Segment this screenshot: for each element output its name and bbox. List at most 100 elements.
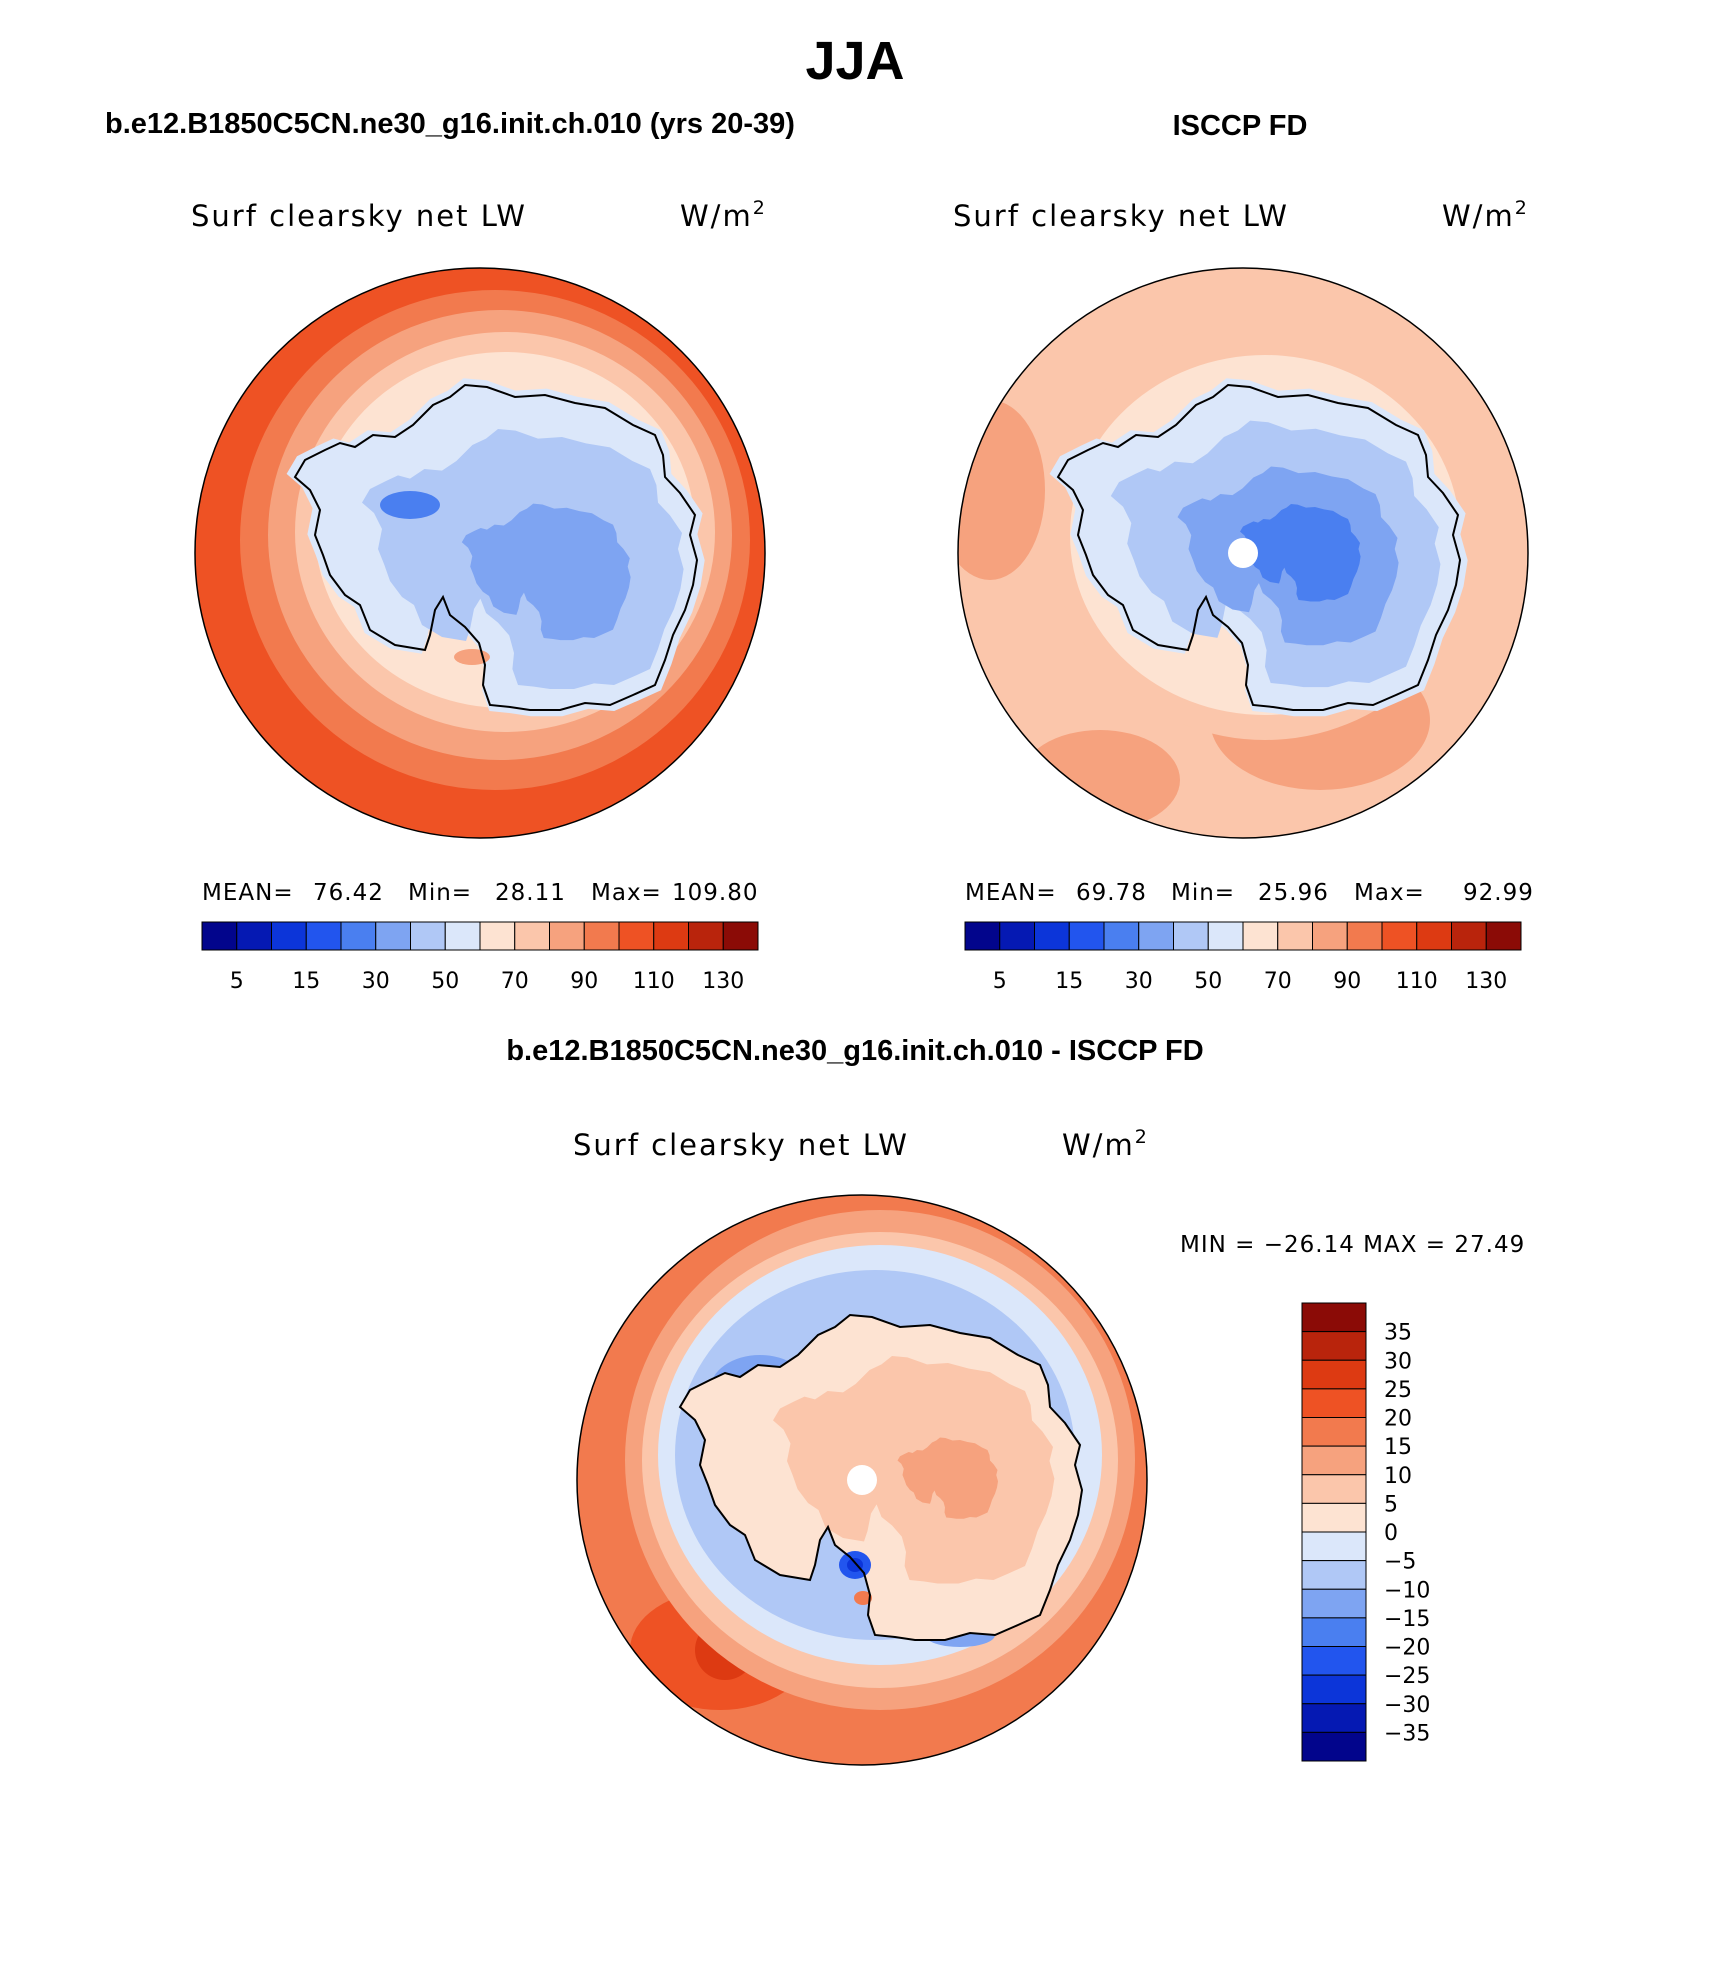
diff-min-max: MIN = −26.14 MAX = 27.49 [1180, 1232, 1525, 1258]
diff-colorbar-box [1301, 1331, 1367, 1361]
obs-min-label: Min= [1171, 880, 1235, 906]
obs-colorbar-box [1451, 921, 1487, 951]
obs-colorbar-box [964, 921, 1001, 951]
diff-colorbar-box [1301, 1359, 1367, 1390]
diff-colorbar-tick-label: 25 [1384, 1378, 1412, 1403]
diff-colorbar-box [1301, 1560, 1367, 1590]
obs-max-value: 92.99 [1463, 880, 1534, 906]
model-max-value: 109.80 [672, 880, 758, 906]
obs-colorbar-box [999, 921, 1035, 951]
diff-colorbar-box [1301, 1588, 1367, 1619]
model-colorbar-tick-label: 5 [230, 969, 244, 994]
obs-colorbar-tick-label: 130 [1465, 969, 1507, 994]
obs-colorbar-tick-label: 15 [1055, 969, 1083, 994]
obs-colorbar-box [1173, 921, 1209, 951]
model-colorbar-box [479, 921, 516, 951]
model-colorbar-box [549, 921, 585, 951]
diff-colorbar-tick-label: 20 [1384, 1407, 1412, 1432]
model-mean-value: 76.42 [313, 880, 384, 906]
obs-colorbar-box [1485, 921, 1522, 951]
obs-colorbar-box [1034, 921, 1070, 951]
diff-units-label: W/m2 [1062, 1126, 1149, 1162]
model-colorbar: 5 15 30 50 70 90 110 130 [201, 921, 759, 994]
obs-mean-value: 69.78 [1076, 880, 1147, 906]
diff-colorbar-box [1301, 1388, 1367, 1418]
model-mean-label: MEAN= [202, 880, 294, 906]
model-variable-label: Surf clearsky net LW [191, 199, 527, 233]
model-colorbar-box [583, 921, 620, 951]
diff-colorbar-tick-label: −35 [1384, 1721, 1430, 1746]
obs-colorbar-tick-label: 5 [993, 969, 1007, 994]
model-colorbar-box [722, 921, 759, 951]
obs-colorbar-box [1381, 921, 1418, 951]
model-units-label: W/m2 [680, 197, 767, 233]
model-colorbar-box [653, 921, 689, 951]
obs-colorbar-box [1207, 921, 1244, 951]
obs-min-value: 25.96 [1258, 880, 1329, 906]
obs-colorbar-tick-label: 50 [1194, 969, 1222, 994]
obs-max-label: Max= [1354, 880, 1425, 906]
model-max-label: Max= [591, 880, 662, 906]
diff-colorbar-tick-label: −25 [1384, 1664, 1430, 1689]
obs-colorbar-tick-label: 110 [1396, 969, 1438, 994]
model-colorbar-box [618, 921, 655, 951]
obs-variable-label: Surf clearsky net LW [953, 199, 1289, 233]
diff-colorbar-box [1301, 1302, 1367, 1333]
obs-colorbar-box [1068, 921, 1105, 951]
diff-map: Surf clearsky net LW W/m2 MIN = [573, 1126, 1525, 1766]
obs-case-title: ISCCP FD [1172, 110, 1308, 142]
diff-variable-label: Surf clearsky net LW [573, 1128, 909, 1162]
obs-mean-label: MEAN= [965, 880, 1057, 906]
model-colorbar-box [375, 921, 411, 951]
figure-title: JJA [805, 31, 905, 91]
model-colorbar-tick-label: 110 [633, 969, 675, 994]
obs-colorbar-tick-label: 90 [1333, 969, 1361, 994]
model-colorbar-tick-label: 30 [362, 969, 390, 994]
obs-colorbar-tick-label: 30 [1125, 969, 1153, 994]
diff-colorbar-tick-label: −20 [1384, 1636, 1430, 1661]
model-min-value: 28.11 [495, 880, 566, 906]
diff-colorbar-box [1301, 1502, 1367, 1533]
diff-colorbar-tick-label: 5 [1384, 1492, 1398, 1517]
diff-colorbar-box [1301, 1646, 1367, 1676]
diff-case-title: b.e12.B1850C5CN.ne30_g16.init.ch.010 - I… [506, 1035, 1204, 1067]
diff-colorbar-box [1301, 1445, 1367, 1476]
diff-colorbar-box [1301, 1531, 1367, 1562]
model-min-label: Min= [408, 880, 472, 906]
obs-colorbar-box [1138, 921, 1174, 951]
model-colorbar-tick-label: 130 [702, 969, 744, 994]
diff-colorbar-box [1301, 1617, 1367, 1647]
model-colorbar-box [444, 921, 481, 951]
model-colorbar-box [340, 921, 377, 951]
diff-colorbar-tick-label: 30 [1384, 1349, 1412, 1374]
obs-map: Surf clearsky net LW W/m2 [953, 197, 1529, 839]
diff-colorbar-box [1301, 1474, 1367, 1504]
diff-colorbar: 35 30 25 20 15 10 5 0 −5 −10 −15 −20 −25 −30 −35 [1301, 1302, 1430, 1762]
model-map: Surf clearsky net LW W/m2 [191, 197, 767, 839]
model-colorbar-box [688, 921, 724, 951]
diff-colorbar-tick-label: 10 [1384, 1464, 1412, 1489]
obs-colorbar-tick-label: 70 [1264, 969, 1292, 994]
obs-colorbar: 5 15 30 50 70 90 110 130 [964, 921, 1522, 994]
diff-colorbar-tick-label: −15 [1384, 1607, 1430, 1632]
diff-colorbar-tick-label: −5 [1384, 1550, 1416, 1575]
model-colorbar-box [271, 921, 307, 951]
obs-colorbar-box [1103, 921, 1140, 951]
model-colorbar-box [410, 921, 446, 951]
obs-units-label: W/m2 [1442, 197, 1529, 233]
obs-colorbar-box [1312, 921, 1348, 951]
diff-colorbar-tick-label: 0 [1384, 1521, 1398, 1546]
diff-colorbar-tick-label: 15 [1384, 1435, 1412, 1460]
model-colorbar-box [201, 921, 238, 951]
model-stats: MEAN= 76.42 Min= 28.11 Max= 109.80 [202, 880, 758, 906]
model-colorbar-box [514, 921, 550, 951]
model-colorbar-box [305, 921, 342, 951]
obs-colorbar-box [1277, 921, 1313, 951]
model-colorbar-tick-label: 70 [501, 969, 529, 994]
diff-colorbar-box [1301, 1674, 1367, 1705]
diff-colorbar-box [1301, 1731, 1367, 1762]
obs-colorbar-box [1242, 921, 1279, 951]
diff-colorbar-tick-label: −30 [1384, 1693, 1430, 1718]
diff-colorbar-tick-label: −10 [1384, 1578, 1430, 1603]
